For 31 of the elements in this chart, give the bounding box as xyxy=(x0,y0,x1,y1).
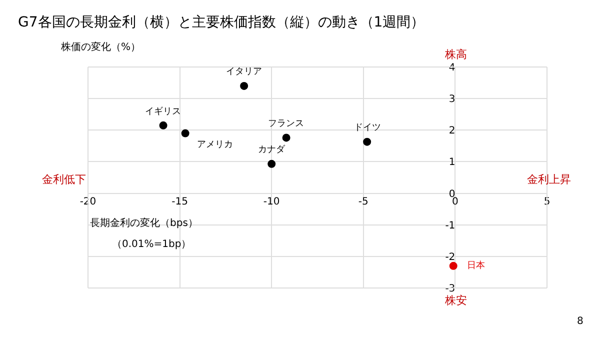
chart-title: G7各国の長期金利（横）と主要株価指数（縦）の動き（1週間） xyxy=(18,14,425,31)
x-tick-label: -15 xyxy=(172,196,188,208)
y-tick-label: -2 xyxy=(445,252,456,263)
annotation: アメリカ xyxy=(197,140,233,150)
text: 株安 xyxy=(444,294,467,307)
point xyxy=(282,134,290,142)
y-tick-label: 3 xyxy=(448,94,456,106)
point xyxy=(449,262,458,270)
point xyxy=(181,129,190,138)
annotation: カナダ xyxy=(258,144,286,155)
point xyxy=(159,121,168,130)
point xyxy=(268,160,276,168)
point xyxy=(240,82,248,90)
y-tick-label: -1 xyxy=(445,220,456,232)
annotation: イタリア xyxy=(226,67,262,77)
y-tick-label: 1 xyxy=(448,157,456,168)
x-axis-title: 長期金利の変化（bps） xyxy=(90,217,198,229)
annotation: フランス xyxy=(268,119,304,129)
annotation: （0.01%=1bp） xyxy=(112,239,192,250)
annotation: 金利上昇 xyxy=(527,173,571,186)
text: 株高 xyxy=(444,48,467,61)
text: 金利低下 xyxy=(42,173,86,186)
y-tick-label: 2 xyxy=(448,126,456,137)
x-tick-label: -10 xyxy=(263,196,280,208)
text: 8 xyxy=(577,316,584,327)
annotation: ドイツ xyxy=(354,123,381,133)
annotation: 日本 xyxy=(467,260,485,271)
y-axis-title: 株価の変化（%） xyxy=(60,41,141,53)
annotation: イギリス xyxy=(145,106,181,117)
point xyxy=(363,138,372,146)
x-tick-label: -5 xyxy=(358,196,368,208)
